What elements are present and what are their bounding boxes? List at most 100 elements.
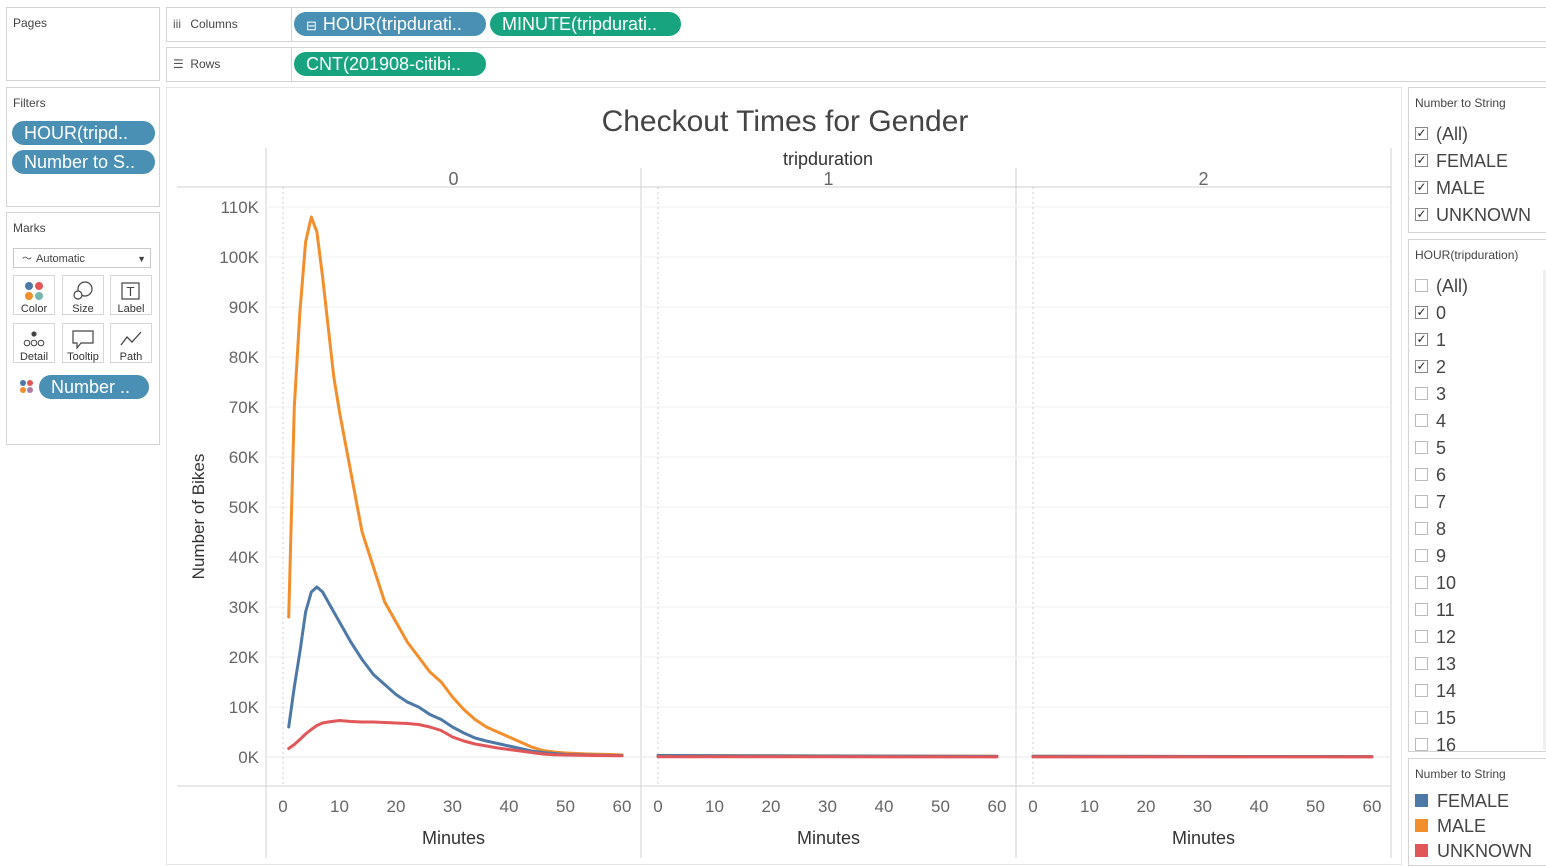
checkbox-unchecked-icon[interactable] — [1415, 414, 1428, 427]
detail-button-label: Detail — [20, 351, 48, 363]
x-tick-label: 20 — [387, 797, 406, 816]
checkbox-checked-icon[interactable]: ✓ — [1415, 360, 1428, 373]
path-icon — [119, 329, 143, 349]
checkbox-unchecked-icon[interactable] — [1415, 279, 1428, 292]
legend-swatch — [1415, 794, 1428, 807]
rows-icon: ☰ — [173, 57, 187, 71]
x-tick-label: 10 — [705, 797, 724, 816]
y-tick-label: 100K — [219, 248, 259, 267]
hour-filter-item[interactable]: 15 — [1415, 705, 1456, 731]
hour-filter-title: HOUR(tripduration) — [1415, 248, 1518, 262]
gender-filter-item[interactable]: ✓ UNKNOWN — [1415, 202, 1531, 228]
checkbox-unchecked-icon[interactable] — [1415, 522, 1428, 535]
hour-filter-item[interactable]: 9 — [1415, 543, 1446, 569]
y-tick-label: 50K — [229, 498, 260, 517]
color-button[interactable]: Color — [13, 275, 55, 315]
x-tick-label: 40 — [1250, 797, 1269, 816]
gender-filter-title: Number to String — [1415, 96, 1506, 110]
detail-icon — [22, 329, 46, 349]
hour-filter-item[interactable]: 8 — [1415, 516, 1446, 542]
mark-type-dropdown[interactable]: 〜Automatic ▼ — [13, 248, 151, 268]
hour-filter-item[interactable]: 11 — [1415, 597, 1455, 623]
x-tick-label: 0 — [278, 797, 287, 816]
checkbox-unchecked-icon[interactable] — [1415, 468, 1428, 481]
hour-filter-item-label: 10 — [1436, 573, 1456, 593]
y-tick-label: 90K — [229, 298, 260, 317]
path-button[interactable]: Path — [110, 323, 152, 363]
checkbox-unchecked-icon[interactable] — [1415, 630, 1428, 643]
gender-filter-item[interactable]: ✓FEMALE — [1415, 148, 1508, 174]
checkbox-unchecked-icon[interactable] — [1415, 684, 1428, 697]
column-header: tripduration — [783, 149, 873, 169]
hour-filter-item[interactable]: 13 — [1415, 651, 1456, 677]
columns-label: Columns — [190, 17, 237, 31]
columns-pill-hour[interactable]: ⊟HOUR(tripdurati.. — [294, 12, 486, 36]
size-button[interactable]: Size — [62, 275, 104, 315]
hour-filter-item[interactable]: 5 — [1415, 435, 1446, 461]
color-pill[interactable]: Number .. — [39, 375, 149, 399]
color-icon — [23, 281, 45, 301]
panel-header: 1 — [823, 169, 833, 189]
checkbox-checked-icon[interactable]: ✓ — [1415, 154, 1428, 167]
checkbox-unchecked-icon[interactable] — [1415, 657, 1428, 670]
checkbox-checked-icon[interactable]: ✓ — [1415, 333, 1428, 346]
rows-label: Rows — [190, 57, 220, 71]
legend-item-label: MALE — [1437, 816, 1486, 836]
checkbox-unchecked-icon[interactable] — [1415, 387, 1428, 400]
hour-filter-item[interactable]: ✓0 — [1415, 300, 1446, 326]
label-icon: T — [120, 281, 142, 301]
y-tick-label: 60K — [229, 448, 260, 467]
hour-filter-item[interactable]: 14 — [1415, 678, 1456, 704]
checkbox-unchecked-icon[interactable] — [1415, 549, 1428, 562]
columns-pill-hour-label: HOUR(tripdurati.. — [323, 14, 462, 34]
checkbox-unchecked-icon[interactable] — [1415, 441, 1428, 454]
y-tick-label: 110K — [221, 198, 260, 217]
pages-shelf[interactable]: Pages — [6, 7, 160, 81]
checkbox-unchecked-icon[interactable] — [1415, 711, 1428, 724]
checkbox-unchecked-icon[interactable] — [1415, 576, 1428, 589]
filters-shelf[interactable]: Filters HOUR(tripd.. Number to S.. — [6, 87, 160, 207]
hour-filter-item[interactable]: (All) — [1415, 273, 1468, 299]
chevron-down-icon: ▼ — [137, 249, 146, 269]
hour-filter-item-label: 12 — [1436, 627, 1456, 647]
hour-filter-item[interactable]: 6 — [1415, 462, 1446, 488]
columns-pill-minute[interactable]: MINUTE(tripdurati.. — [490, 12, 681, 36]
legend-item[interactable]: FEMALE — [1415, 789, 1509, 813]
detail-button[interactable]: Detail — [13, 323, 55, 363]
checkbox-checked-icon[interactable]: ✓ — [1415, 181, 1428, 194]
checkbox-unchecked-icon[interactable] — [1415, 603, 1428, 616]
y-axis-title: Number of Bikes — [189, 454, 208, 580]
hour-filter-item[interactable]: ✓1 — [1415, 327, 1446, 353]
checkbox-checked-icon[interactable]: ✓ — [1415, 127, 1428, 140]
tooltip-button[interactable]: Tooltip — [62, 323, 104, 363]
hour-filter-item[interactable]: 10 — [1415, 570, 1456, 596]
x-tick-label: 60 — [988, 797, 1007, 816]
checkbox-checked-icon[interactable]: ✓ — [1415, 208, 1428, 221]
hour-filter-item[interactable]: 12 — [1415, 624, 1456, 650]
legend-item[interactable]: MALE — [1415, 814, 1486, 838]
x-axis-title: Minutes — [1172, 828, 1235, 848]
hour-filter-item[interactable]: ✓2 — [1415, 354, 1446, 380]
checkbox-unchecked-icon[interactable] — [1415, 495, 1428, 508]
rows-pill-count[interactable]: CNT(201908-citibi.. — [294, 52, 486, 76]
hour-filter-item[interactable]: 3 — [1415, 381, 1446, 407]
x-tick-label: 30 — [818, 797, 837, 816]
legend-item[interactable]: UNKNOWN — [1415, 839, 1532, 863]
filter-pill-hour[interactable]: HOUR(tripd.. — [12, 121, 155, 145]
hour-filter-item[interactable]: 7 — [1415, 489, 1446, 515]
gender-filter-item[interactable]: ✓(All) — [1415, 121, 1468, 147]
checkbox-unchecked-icon[interactable] — [1415, 738, 1428, 751]
gender-filter-item[interactable]: ✓MALE — [1415, 175, 1485, 201]
series-line-male — [289, 217, 622, 755]
x-tick-label: 40 — [500, 797, 519, 816]
filter-pill-gender[interactable]: Number to S.. — [12, 150, 155, 174]
gender-filter-item-label: UNKNOWN — [1436, 205, 1531, 225]
hour-filter-item-label: (All) — [1436, 276, 1468, 296]
hour-filter-item[interactable]: 4 — [1415, 408, 1446, 434]
label-button[interactable]: T Label — [110, 275, 152, 315]
checkbox-checked-icon[interactable]: ✓ — [1415, 306, 1428, 319]
hour-filter-item[interactable]: 16 — [1415, 732, 1456, 752]
